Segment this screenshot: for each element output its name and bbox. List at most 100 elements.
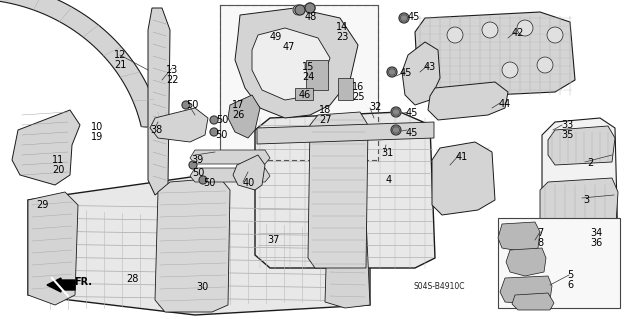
Text: 3: 3 (583, 195, 589, 205)
Circle shape (517, 20, 533, 36)
Text: 4: 4 (386, 175, 392, 185)
Polygon shape (415, 12, 575, 98)
Polygon shape (228, 95, 260, 138)
Circle shape (482, 22, 498, 38)
Circle shape (189, 161, 197, 169)
Bar (306, 60, 328, 90)
Text: 23: 23 (336, 32, 348, 42)
Circle shape (447, 27, 463, 43)
Polygon shape (150, 108, 208, 142)
Polygon shape (498, 222, 540, 252)
Circle shape (399, 13, 409, 23)
Text: 36: 36 (590, 238, 602, 248)
Polygon shape (148, 8, 170, 195)
Text: 37: 37 (267, 235, 280, 245)
Text: 26: 26 (232, 110, 244, 120)
Text: 17: 17 (232, 100, 244, 110)
Circle shape (295, 5, 305, 15)
Text: 13: 13 (166, 65, 179, 75)
Text: 10: 10 (91, 122, 103, 132)
Polygon shape (190, 150, 270, 164)
Circle shape (199, 176, 207, 184)
Polygon shape (12, 110, 80, 185)
Polygon shape (548, 126, 615, 165)
Circle shape (305, 3, 315, 13)
Text: 45: 45 (406, 128, 419, 138)
Bar (498, 218, 620, 308)
Text: 11: 11 (52, 155, 64, 165)
Text: 30: 30 (196, 282, 208, 292)
Text: 22: 22 (166, 75, 179, 85)
Polygon shape (28, 192, 78, 305)
Circle shape (391, 107, 401, 117)
Polygon shape (500, 276, 552, 305)
Text: 50: 50 (216, 115, 228, 125)
Text: 41: 41 (456, 152, 468, 162)
Circle shape (182, 101, 190, 109)
Bar (338, 78, 353, 100)
Text: FR.: FR. (74, 277, 92, 287)
Text: 38: 38 (150, 125, 163, 135)
Text: 35: 35 (561, 130, 573, 140)
Bar (220, 5, 378, 160)
Text: 7: 7 (537, 228, 543, 238)
Text: 21: 21 (114, 60, 126, 70)
Text: 29: 29 (36, 200, 49, 210)
Text: 50: 50 (192, 168, 204, 178)
Polygon shape (325, 193, 370, 308)
Text: 19: 19 (91, 132, 103, 142)
Text: 28: 28 (126, 274, 138, 284)
Circle shape (547, 27, 563, 43)
Text: 31: 31 (381, 148, 393, 158)
Circle shape (305, 3, 315, 13)
Polygon shape (235, 8, 358, 118)
Circle shape (537, 57, 553, 73)
Text: 44: 44 (499, 99, 511, 109)
Text: 45: 45 (408, 12, 420, 22)
Text: 45: 45 (400, 68, 412, 78)
Polygon shape (0, 0, 162, 129)
Text: 43: 43 (424, 62, 436, 72)
Polygon shape (233, 155, 265, 190)
Text: 18: 18 (319, 105, 332, 115)
Polygon shape (402, 42, 440, 105)
Polygon shape (28, 175, 370, 315)
Text: 48: 48 (305, 12, 317, 22)
Text: 24: 24 (302, 72, 314, 82)
Polygon shape (252, 28, 330, 100)
Bar (295, 88, 313, 100)
Text: 49: 49 (270, 32, 282, 42)
Text: 15: 15 (302, 62, 314, 72)
Text: 50: 50 (186, 100, 198, 110)
Polygon shape (512, 293, 554, 310)
Polygon shape (428, 82, 508, 120)
Text: 32: 32 (369, 102, 381, 112)
Text: S04S-B4910C: S04S-B4910C (413, 282, 465, 291)
Polygon shape (308, 112, 368, 268)
Text: 5: 5 (567, 270, 573, 280)
Text: 6: 6 (567, 280, 573, 290)
Text: 25: 25 (352, 92, 365, 102)
Circle shape (210, 116, 218, 124)
Text: 40: 40 (243, 178, 255, 188)
Text: 34: 34 (590, 228, 602, 238)
Text: 45: 45 (406, 108, 419, 118)
Text: 2: 2 (587, 158, 593, 168)
Polygon shape (540, 178, 618, 248)
Text: 46: 46 (299, 90, 311, 100)
Text: 47: 47 (283, 42, 296, 52)
Polygon shape (255, 112, 435, 268)
Text: 27: 27 (319, 115, 332, 125)
Text: 33: 33 (561, 120, 573, 130)
Circle shape (293, 5, 303, 15)
Polygon shape (432, 142, 495, 215)
Text: 42: 42 (512, 28, 524, 38)
Polygon shape (190, 168, 270, 182)
Polygon shape (257, 122, 434, 144)
Text: 39: 39 (191, 155, 204, 165)
Text: 8: 8 (537, 238, 543, 248)
Text: 50: 50 (203, 178, 216, 188)
Circle shape (387, 67, 397, 77)
Text: 50: 50 (215, 130, 227, 140)
Text: 16: 16 (352, 82, 364, 92)
